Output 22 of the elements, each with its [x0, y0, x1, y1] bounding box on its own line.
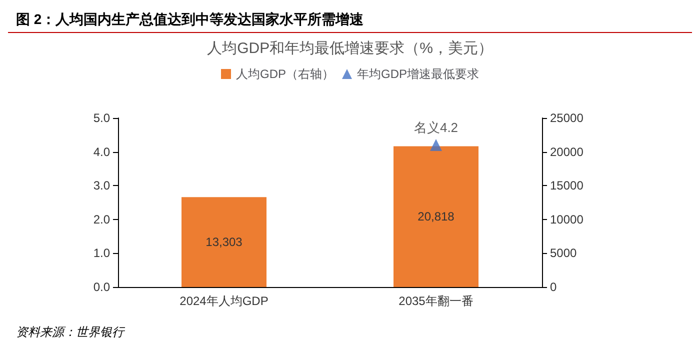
y-tick-label: 0.0 — [93, 280, 110, 294]
y-tick-label: 5.0 — [93, 111, 110, 125]
caption: 图 2：人均国内生产总值达到中等发达国家水平所需增速 — [16, 11, 365, 27]
y-tick-label: 4.0 — [93, 144, 110, 159]
y2-tick-label: 25000 — [550, 111, 584, 125]
y2-tick-label: 15000 — [550, 178, 584, 193]
data-label: 名义4.2 — [414, 120, 458, 136]
y-tick-label: 2.0 — [93, 212, 110, 226]
legend-label: 人均GDP（右轴） — [236, 67, 334, 81]
y2-tick-label: 10000 — [550, 212, 584, 226]
text: 资料来源：世界银行 — [16, 325, 126, 339]
y2-tick-label: 0 — [550, 280, 557, 294]
y2-tick-label: 5000 — [550, 246, 578, 260]
x-tick-label: 2035年翻一番 — [398, 294, 474, 308]
legend-label: 年均GDP增速最低要求 — [357, 67, 480, 81]
y-tick-label: 3.0 — [93, 178, 110, 193]
data-label: 13,303 — [206, 235, 243, 250]
chart-title: 人均GDP和年均最低增速要求（%，美元） — [207, 40, 493, 57]
y2-tick-label: 20000 — [550, 144, 584, 159]
x-tick-label: 2024年人均GDP — [180, 294, 268, 308]
y-tick-label: 1.0 — [93, 246, 110, 260]
data-label: 20,818 — [418, 210, 455, 224]
